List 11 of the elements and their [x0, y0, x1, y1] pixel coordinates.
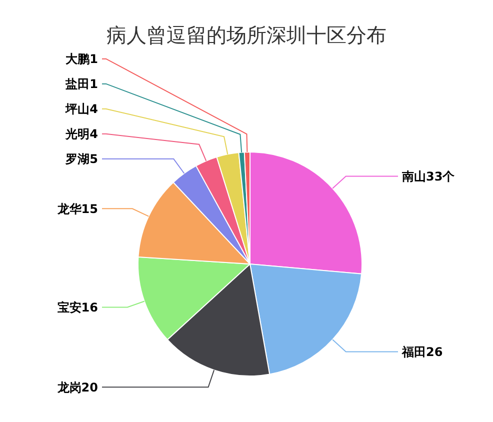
slice-label: 福田26: [401, 344, 443, 359]
slice-label: 南山33个: [401, 169, 456, 184]
slice-label: 宝安16: [57, 300, 98, 314]
slice-label: 坪山4: [64, 102, 98, 116]
slice-label: 大鹏1: [66, 52, 98, 66]
slice-label: 龙岗20: [56, 380, 98, 394]
slice-label: 罗湖5: [64, 152, 98, 166]
slice-label: 盐田1: [64, 77, 98, 92]
slice-label: 光明4: [64, 127, 98, 142]
slice-label: 龙华15: [56, 202, 98, 216]
chart-title: 病人曾逗留的场所深圳十区分布: [106, 23, 386, 47]
